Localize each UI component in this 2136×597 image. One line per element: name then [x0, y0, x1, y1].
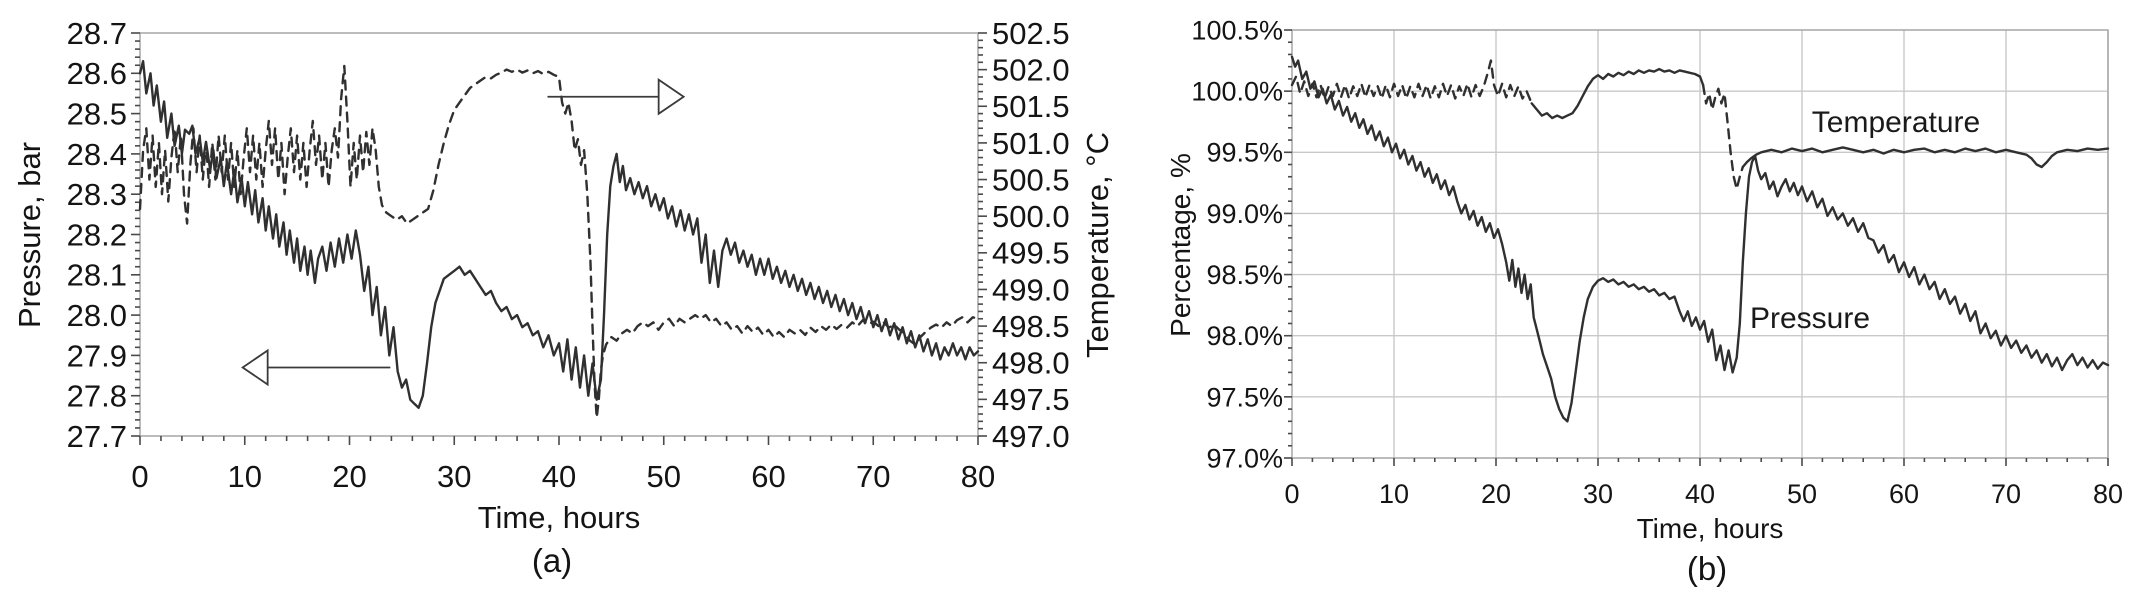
svg-text:0: 0	[1284, 479, 1299, 509]
svg-text:60: 60	[1889, 479, 1919, 509]
svg-text:40: 40	[1685, 479, 1715, 509]
svg-text:20: 20	[1481, 479, 1511, 509]
svg-text:500.0: 500.0	[992, 199, 1070, 234]
svg-text:502.0: 502.0	[992, 52, 1070, 87]
svg-text:97.5%: 97.5%	[1206, 382, 1283, 412]
svg-text:98.5%: 98.5%	[1206, 260, 1283, 290]
svg-text:0: 0	[131, 459, 148, 494]
caption-a: (a)	[532, 542, 572, 579]
chart-b-plot: 0 10 20 30 40 50 60 70 80 97.0% 97.5% 98.0% 98.5% 99.…	[1191, 15, 2123, 509]
svg-text:98.0%: 98.0%	[1206, 321, 1283, 351]
x-axis-label-b: Time, hours	[1637, 513, 1784, 544]
svg-text:27.9: 27.9	[67, 338, 127, 373]
svg-text:497.0: 497.0	[992, 419, 1070, 454]
svg-text:40: 40	[542, 459, 576, 494]
svg-text:499.5: 499.5	[992, 236, 1070, 271]
svg-text:498.5: 498.5	[992, 309, 1070, 344]
svg-text:499.0: 499.0	[992, 272, 1070, 307]
temperature-axis-label: Temperature, °C	[1080, 132, 1115, 358]
chart-a-plot: 0 10 20 30 40 50 60 70 80 27.7 27.8 27.9 28.0 28.1 28.…	[67, 16, 1070, 494]
svg-text:498.0: 498.0	[992, 346, 1070, 381]
svg-text:100.0%: 100.0%	[1191, 77, 1283, 107]
svg-text:28.7: 28.7	[67, 16, 127, 51]
caption-b: (b)	[1687, 550, 1727, 587]
svg-text:500.5: 500.5	[992, 162, 1070, 197]
svg-text:60: 60	[751, 459, 785, 494]
svg-text:10: 10	[1379, 479, 1409, 509]
svg-text:501.5: 501.5	[992, 89, 1070, 124]
pressure-curve-label: Pressure	[1750, 302, 1870, 335]
svg-text:10: 10	[228, 459, 262, 494]
svg-text:80: 80	[961, 459, 995, 494]
svg-text:28.3: 28.3	[67, 177, 127, 212]
svg-text:502.5: 502.5	[992, 16, 1070, 51]
svg-text:28.5: 28.5	[67, 96, 127, 131]
svg-text:100.5%: 100.5%	[1191, 15, 1283, 45]
svg-text:70: 70	[1991, 479, 2021, 509]
svg-text:28.1: 28.1	[67, 258, 127, 293]
pressure-axis-label: Pressure, bar	[12, 142, 47, 328]
svg-text:501.0: 501.0	[992, 126, 1070, 161]
svg-text:70: 70	[856, 459, 890, 494]
svg-text:497.5: 497.5	[992, 382, 1070, 417]
svg-text:30: 30	[1583, 479, 1613, 509]
x-axis-label-a: Time, hours	[478, 500, 641, 535]
svg-text:99.5%: 99.5%	[1206, 138, 1283, 168]
svg-text:97.0%: 97.0%	[1206, 443, 1283, 473]
svg-text:30: 30	[437, 459, 471, 494]
percentage-axis-label: Percentage, %	[1165, 153, 1196, 337]
svg-text:50: 50	[1787, 479, 1817, 509]
svg-text:28.6: 28.6	[67, 56, 127, 91]
svg-text:20: 20	[332, 459, 366, 494]
svg-text:27.7: 27.7	[67, 419, 127, 454]
svg-text:28.4: 28.4	[67, 137, 127, 172]
svg-text:50: 50	[647, 459, 681, 494]
temperature-curve-label: Temperature	[1812, 106, 1980, 139]
svg-text:80: 80	[2093, 479, 2123, 509]
svg-text:27.8: 27.8	[67, 379, 127, 414]
svg-text:99.0%: 99.0%	[1206, 199, 1283, 229]
svg-text:28.2: 28.2	[67, 217, 127, 252]
svg-text:28.0: 28.0	[67, 298, 127, 333]
